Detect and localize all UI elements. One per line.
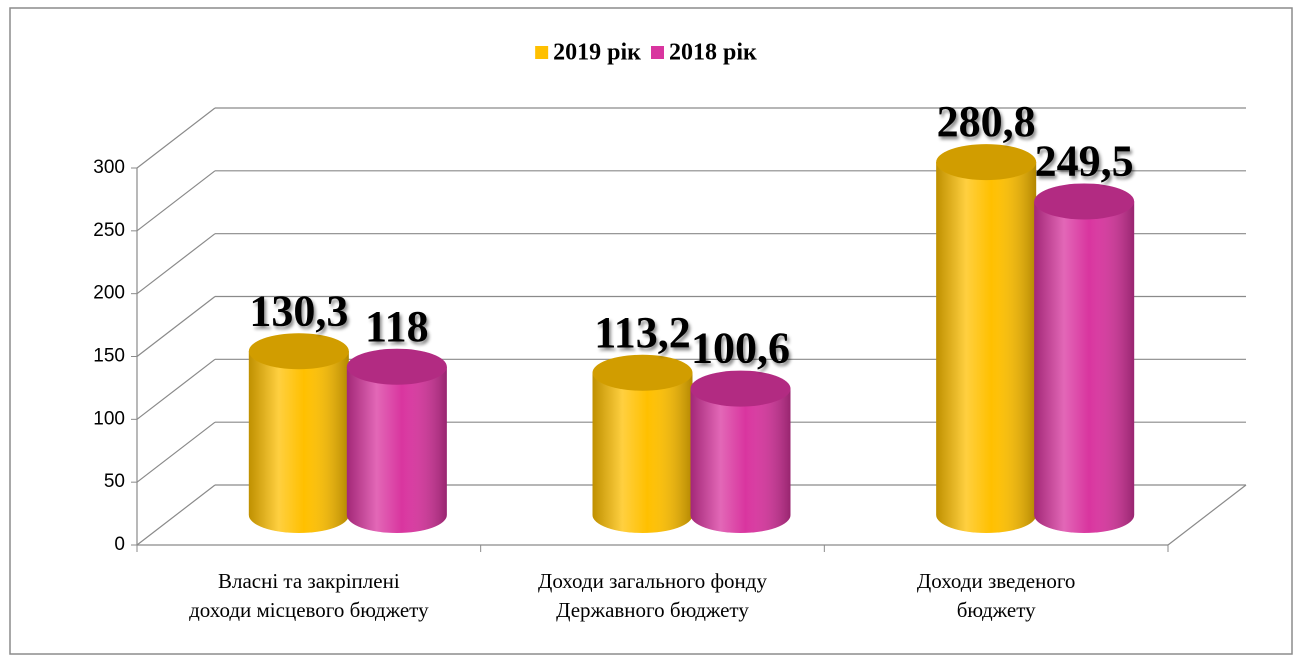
value-label: 130,3 [249,286,348,335]
bar-top-shade [936,144,1037,181]
legend-swatch [535,46,549,59]
value-label: 280,8 [937,97,1036,146]
grid-line-side [136,107,216,169]
x-tick-label: Доходи загального фонду [538,569,767,593]
bar-top [1034,183,1135,220]
y-tick-label: 300 [93,157,125,178]
bar-top-shade [690,370,791,407]
value-label: 118 [365,302,429,351]
bar-top-shade [248,333,349,370]
bar-shade [248,351,349,533]
bar-shade [936,162,1037,533]
bar [346,348,447,533]
bar [690,370,791,533]
bar-shade [1034,201,1135,533]
grid-line-side [136,233,216,295]
legend: 2019 рік 2018 рік [535,40,757,66]
legend-label: 2018 рік [669,40,757,66]
y-tick-label: 100 [93,408,125,429]
x-tick-label: бюджету [957,598,1036,622]
bar [248,333,349,533]
bar-top [936,144,1037,181]
bar-top [248,333,349,370]
bar [592,354,693,533]
bar-shade [690,388,791,533]
bar [1034,183,1135,533]
legend-label: 2019 рік [553,40,641,66]
grid-line-side [136,358,216,420]
grid-line-side [136,296,216,357]
x-tick-label: Доходи зведеного [917,569,1076,593]
bar-top [346,348,447,385]
value-label: 249,5 [1035,137,1134,186]
bar-shade [346,366,447,533]
y-tick-label: 250 [93,220,125,241]
bar-top-shade [592,354,693,391]
value-label: 100,6 [691,324,790,373]
y-tick-label: 150 [93,346,125,367]
bar [936,144,1037,533]
legend-swatch [651,46,664,59]
value-label: 113,2 [594,308,691,357]
y-tick-label: 50 [104,471,125,492]
x-tick-label: Власні та закріплені [218,569,400,593]
grid-line-side [136,170,216,232]
x-tick-label: доходи місцевого бюджету [189,598,429,622]
grid-line-side [136,484,216,546]
grid-line-side [136,421,216,483]
bar-shade [592,372,693,533]
bar-top-shade [346,348,447,385]
y-tick-label: 200 [93,283,125,304]
floor-edge [1167,484,1247,546]
bar-top [592,354,693,391]
y-tick-label: 0 [114,534,125,555]
bar-top [690,370,791,407]
x-tick-label: Державного бюджету [556,598,749,622]
bar-top-shade [1034,183,1135,220]
